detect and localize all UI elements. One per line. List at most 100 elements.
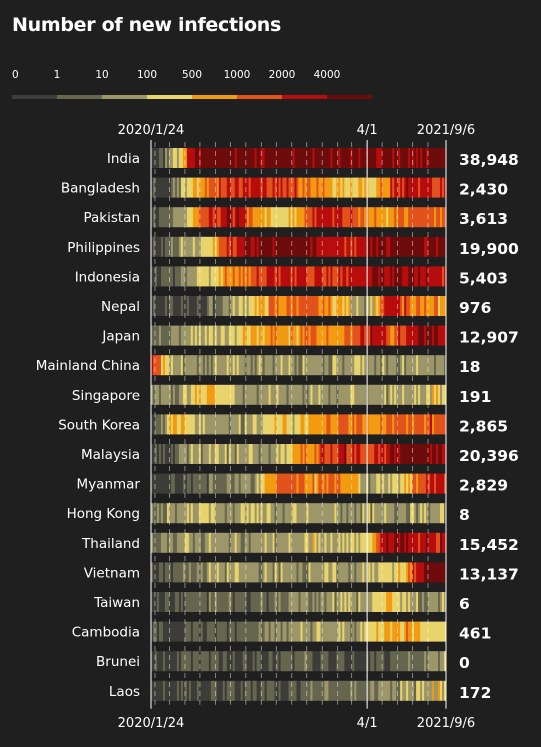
heat-cell [376,473,379,494]
heat-cell [272,503,275,524]
heat-cell [166,503,170,524]
heat-cell [226,384,230,405]
heat-cell [364,651,367,672]
heat-cell [170,680,174,701]
heat-cell [196,503,200,524]
heat-cell [332,592,335,612]
heat-cell [320,355,323,376]
heat-cell [212,473,216,494]
heat-cell [212,207,216,228]
heat-cell [370,177,373,198]
heat-cell [162,651,166,672]
heat-cell [172,680,176,701]
heat-cell [362,621,365,642]
heat-cell [158,414,162,435]
heat-cell [426,384,429,405]
heat-cell [294,444,297,464]
heat-cell [180,384,184,405]
heat-cell [214,592,218,612]
heat-cell [334,444,337,464]
heat-cell [262,680,266,701]
heat-cell [334,621,337,642]
heat-cell [340,207,343,228]
heat-cell [274,177,277,198]
heat-cell [260,325,264,346]
heat-cell [394,207,397,228]
heat-cell [380,177,383,198]
x-tick-label-top: 2020/1/24 [118,123,185,138]
heat-cell [260,177,264,198]
heat-cell [432,680,435,701]
heat-cell [274,444,277,464]
heat-cell [264,296,267,316]
heat-cell [400,148,403,168]
heat-cell [194,621,198,642]
heat-cell [260,414,264,435]
heat-cell [166,621,170,642]
heat-cell [442,444,445,464]
heat-cell [418,621,421,642]
heat-cell [320,444,323,464]
heat-cell [204,680,208,701]
heat-cell [166,177,170,198]
heat-cell [380,414,383,435]
country-row: Malaysia 20,396 [81,444,519,465]
heat-cell [322,444,325,464]
heat-cell [294,592,297,612]
heat-cell [220,680,224,701]
latest-value: 15,452 [459,536,519,554]
heat-cell [418,414,421,435]
heat-cell [406,651,409,672]
heat-cell [236,503,240,524]
heat-cell [206,266,210,287]
heat-cell [436,384,439,405]
heat-cell [354,177,357,198]
heat-cell [408,266,411,287]
heat-cell [282,384,285,405]
heat-cell [248,325,252,346]
heat-cell [324,355,327,376]
heat-cell [166,148,170,168]
heat-cell [364,444,367,464]
heat-cell [402,296,405,316]
heat-cell [372,444,375,464]
heat-cell [348,207,351,228]
heat-cell [294,680,297,701]
heat-cell [186,296,190,316]
heat-cell [180,207,184,228]
heat-cell [322,592,325,612]
heat-cell [306,414,309,435]
heat-cell [364,532,367,553]
heat-cell [412,236,415,257]
heat-cell [342,236,345,257]
heat-cell [396,148,399,168]
heat-cell [210,296,214,316]
heat-cell [362,651,365,672]
heat-cell [276,177,279,198]
heat-cell [170,355,174,376]
heat-cell [266,414,269,435]
heat-cell [208,473,212,494]
heat-cell [442,148,445,168]
heat-cell [236,355,240,376]
heat-cell [214,680,218,701]
heat-cell [260,532,264,553]
heat-cell [438,414,441,435]
heat-cell [210,325,214,346]
heat-cell [256,325,260,346]
heat-cell [162,532,166,553]
heat-cell [240,296,244,316]
heat-cell [444,562,447,583]
heat-cell [318,355,321,376]
heat-cell [194,325,198,346]
heat-cell [238,207,242,228]
heat-cell [398,414,401,435]
heat-cell [152,266,156,287]
heat-cell [266,680,269,701]
heat-cell [416,651,419,672]
heat-cell [382,473,385,494]
heat-cell [434,355,437,376]
heat-cell [352,651,355,672]
heat-cell [374,177,377,198]
heat-cell [410,355,413,376]
